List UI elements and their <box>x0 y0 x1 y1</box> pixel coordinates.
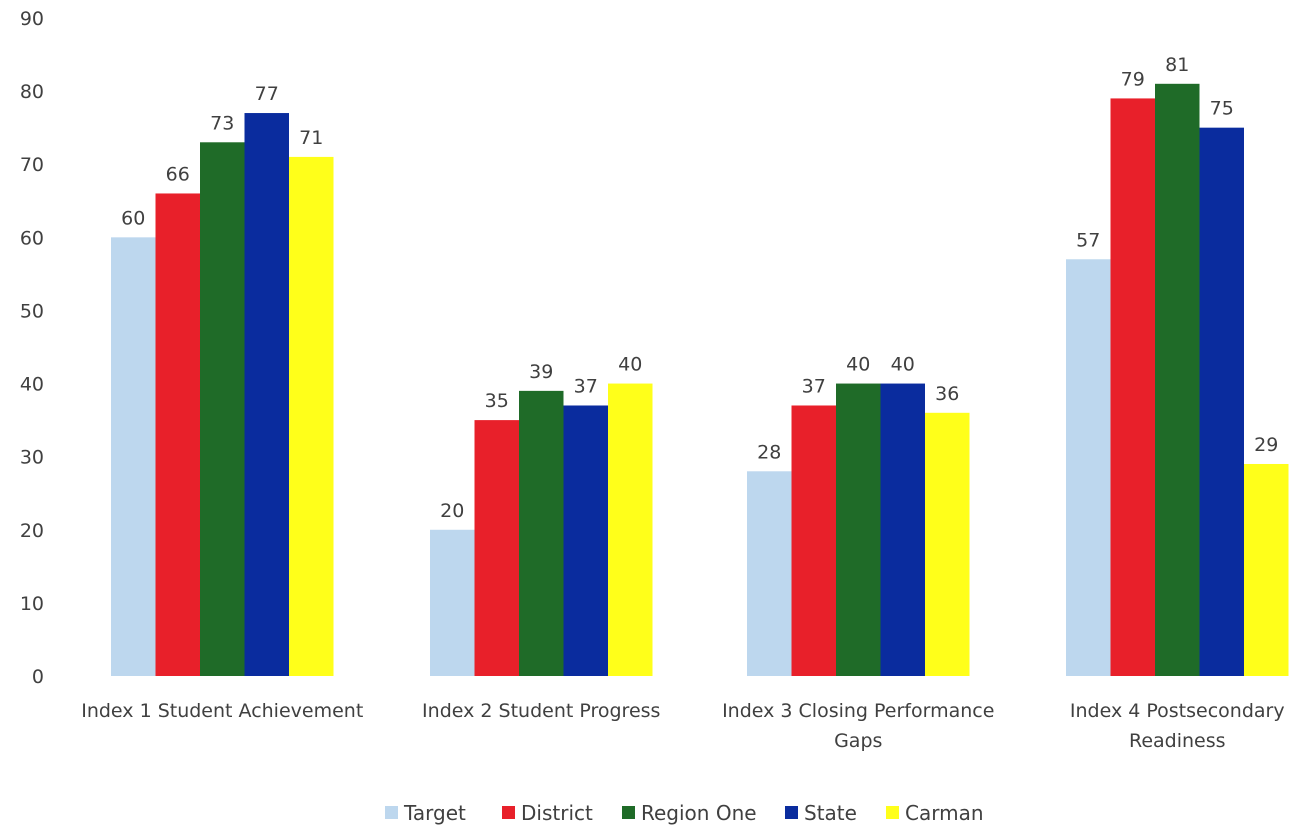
x-category-label: Index 3 Closing Performance Gaps <box>722 700 994 752</box>
x-category-label-line: Index 1 Student Achievement <box>81 700 363 722</box>
x-axis: Index 1 Student Achievement Index 2 Stude… <box>81 700 1284 752</box>
y-axis: 0 10 20 30 40 50 60 70 80 90 <box>20 8 44 688</box>
bar <box>519 390 564 676</box>
x-category-label-line: Index 2 Student Progress <box>422 700 660 722</box>
data-label: 29 <box>1254 434 1278 456</box>
data-label: 79 <box>1121 68 1145 90</box>
y-tick-label: 90 <box>20 8 44 30</box>
x-category-label: Index 4 Postsecondary Readiness <box>1070 700 1285 752</box>
bar <box>608 383 653 676</box>
y-tick-label: 50 <box>20 300 44 322</box>
data-label: 37 <box>574 375 598 397</box>
x-category-label-line: Gaps <box>834 730 882 752</box>
legend-label: Region One <box>641 801 757 825</box>
y-tick-label: 40 <box>20 374 44 396</box>
data-label: 36 <box>935 383 959 405</box>
bar <box>563 405 608 676</box>
bar <box>1066 259 1111 676</box>
x-category-label: Index 2 Student Progress <box>422 700 660 722</box>
legend: Target District Region One State Carman <box>385 801 984 825</box>
legend-label: Carman <box>905 801 984 825</box>
y-tick-label: 60 <box>20 227 44 249</box>
bar <box>836 383 881 676</box>
y-tick-label: 70 <box>20 154 44 176</box>
bar <box>430 529 475 676</box>
legend-swatch <box>785 806 798 819</box>
data-label: 40 <box>846 354 870 376</box>
legend-label: Target <box>403 801 466 825</box>
bar <box>155 193 200 676</box>
data-label: 40 <box>618 354 642 376</box>
legend-swatch <box>502 806 515 819</box>
bar <box>474 420 519 676</box>
data-label: 71 <box>299 127 323 149</box>
bar <box>747 471 792 676</box>
data-label: 28 <box>757 441 781 463</box>
bar <box>925 412 970 676</box>
x-category-label-line: Index 3 Closing Performance <box>722 700 994 722</box>
data-label: 35 <box>485 390 509 412</box>
data-labels-group: 60 66 73 77 71 20 35 39 37 40 28 37 40 40 36 57 79 81 75 29 <box>121 54 1278 522</box>
data-label: 81 <box>1165 54 1189 76</box>
legend-label: District <box>521 801 593 825</box>
bar <box>1199 127 1244 676</box>
legend-swatch <box>385 806 398 819</box>
data-label: 40 <box>891 354 915 376</box>
bar <box>111 237 156 677</box>
data-label: 57 <box>1076 229 1100 251</box>
data-label: 37 <box>802 375 826 397</box>
bar <box>1244 463 1289 676</box>
data-label: 77 <box>255 83 279 105</box>
data-label: 66 <box>166 163 190 185</box>
legend-label: State <box>804 801 857 825</box>
bar <box>880 383 925 676</box>
x-category-label-line: Index 4 Postsecondary <box>1070 700 1285 722</box>
data-label: 73 <box>210 112 234 134</box>
data-label: 39 <box>529 361 553 383</box>
legend-swatch <box>622 806 635 819</box>
y-tick-label: 10 <box>20 593 44 615</box>
bar <box>200 142 245 677</box>
bar <box>289 156 334 676</box>
x-category-label-line: Readiness <box>1129 730 1226 752</box>
y-tick-label: 30 <box>20 447 44 469</box>
bar <box>244 113 289 677</box>
data-label: 20 <box>440 500 464 522</box>
x-category-label: Index 1 Student Achievement <box>81 700 363 722</box>
y-tick-label: 20 <box>20 520 44 542</box>
bar <box>1110 98 1155 676</box>
y-tick-label: 80 <box>20 81 44 103</box>
bar <box>791 405 836 676</box>
bar <box>1155 83 1200 677</box>
y-tick-label: 0 <box>32 666 44 688</box>
legend-swatch <box>886 806 899 819</box>
bars-group <box>111 83 1289 677</box>
data-label: 75 <box>1210 98 1234 120</box>
data-label: 60 <box>121 207 145 229</box>
